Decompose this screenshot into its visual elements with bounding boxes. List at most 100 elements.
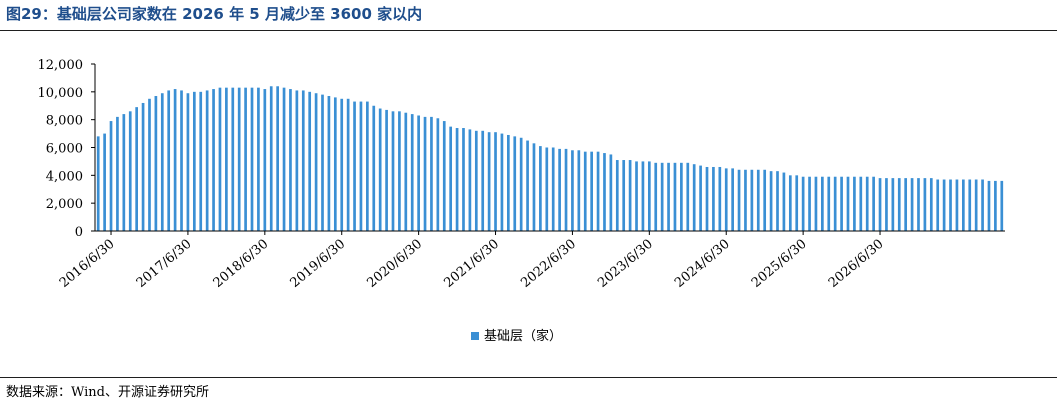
bar: [769, 171, 773, 231]
bar: [346, 98, 350, 231]
bar: [545, 147, 549, 231]
x-tick-label: 2026/6/30: [826, 237, 887, 291]
bar: [827, 176, 831, 231]
bar: [500, 133, 504, 231]
bar: [603, 153, 606, 231]
bar: [897, 178, 901, 231]
bar: [904, 178, 908, 231]
bar: [295, 90, 299, 231]
bar: [513, 136, 517, 231]
bar: [372, 105, 376, 231]
bar-series: [96, 86, 1004, 232]
bar: [116, 116, 119, 231]
bar: [776, 171, 779, 231]
bar: [225, 87, 228, 231]
bar: [494, 132, 497, 231]
bar: [340, 98, 344, 231]
bar: [590, 151, 593, 231]
bar: [994, 180, 997, 231]
bar: [821, 176, 824, 231]
y-tick-label: 8,000: [46, 114, 83, 129]
bar: [859, 176, 863, 231]
bar: [872, 176, 875, 231]
bar: [507, 134, 510, 231]
bar: [308, 91, 312, 231]
bar: [718, 166, 722, 231]
bar: [680, 162, 683, 231]
bar: [455, 128, 459, 231]
bar: [487, 132, 491, 231]
x-tick-label: 2019/6/30: [288, 237, 349, 291]
bar: [981, 179, 984, 231]
bar: [192, 91, 196, 231]
x-axis-ticks: 2016/6/30 2017/6/30 2018/6/30 2019/6/30 2020…: [57, 231, 887, 291]
x-tick-label: 2022/6/30: [518, 237, 579, 291]
bar: [673, 162, 677, 231]
bar: [609, 154, 613, 231]
bar: [615, 160, 619, 231]
x-tick-label: 2020/6/30: [364, 237, 425, 291]
bar: [974, 179, 978, 231]
bar: [647, 161, 651, 231]
bar: [724, 168, 728, 232]
bar: [282, 87, 286, 231]
bar: [526, 140, 529, 231]
bar: [539, 146, 542, 231]
legend-swatch: [471, 332, 479, 340]
bar: [808, 176, 811, 231]
bar: [795, 175, 799, 231]
bar: [410, 114, 414, 231]
bar: [968, 179, 972, 231]
bar: [923, 178, 927, 231]
y-axis-ticks: 0 2,000 4,000 6,000 8,000 10,000 12,000: [38, 58, 95, 240]
x-tick-label: 2024/6/30: [672, 237, 733, 291]
bar: [423, 116, 427, 231]
bar: [103, 133, 106, 231]
bar: [840, 176, 843, 231]
bar: [846, 176, 850, 231]
bar: [436, 118, 440, 231]
bar: [583, 151, 587, 231]
bar: [301, 90, 305, 231]
bar: [1000, 180, 1004, 231]
bar: [628, 160, 632, 231]
bar: [635, 161, 638, 231]
x-tick-label: 2025/6/30: [749, 237, 810, 291]
bar: [122, 114, 126, 231]
bar: [686, 162, 690, 231]
bar: [141, 102, 145, 231]
y-tick-label: 6,000: [46, 142, 83, 157]
bar: [474, 130, 478, 231]
bar: [519, 137, 523, 231]
bar: [244, 87, 247, 231]
x-tick-label: 2023/6/30: [595, 237, 656, 291]
bar: [468, 129, 472, 231]
bar: [878, 178, 882, 231]
bar: [353, 101, 356, 231]
bar: [442, 121, 446, 231]
bar: [314, 93, 318, 231]
bar: [654, 162, 658, 231]
bar: [596, 151, 600, 231]
bar: [462, 128, 465, 231]
bar: [942, 179, 946, 231]
bar: [366, 101, 369, 231]
bar: [257, 87, 260, 231]
bar: [917, 178, 920, 231]
x-tick-label: 2021/6/30: [441, 237, 502, 291]
y-tick-label: 10,000: [38, 86, 84, 101]
bar: [699, 165, 702, 231]
bar: [962, 179, 965, 231]
bar: [391, 111, 395, 231]
bar: [231, 87, 235, 231]
bar: [641, 161, 645, 231]
bar: [564, 148, 568, 231]
bar: [417, 115, 420, 231]
bar: [891, 178, 895, 231]
bar: [622, 160, 626, 231]
bar: [269, 86, 273, 231]
bar: [532, 143, 536, 231]
x-tick-label: 2016/6/30: [57, 237, 118, 291]
bar: [212, 89, 215, 231]
bar: [205, 90, 209, 231]
